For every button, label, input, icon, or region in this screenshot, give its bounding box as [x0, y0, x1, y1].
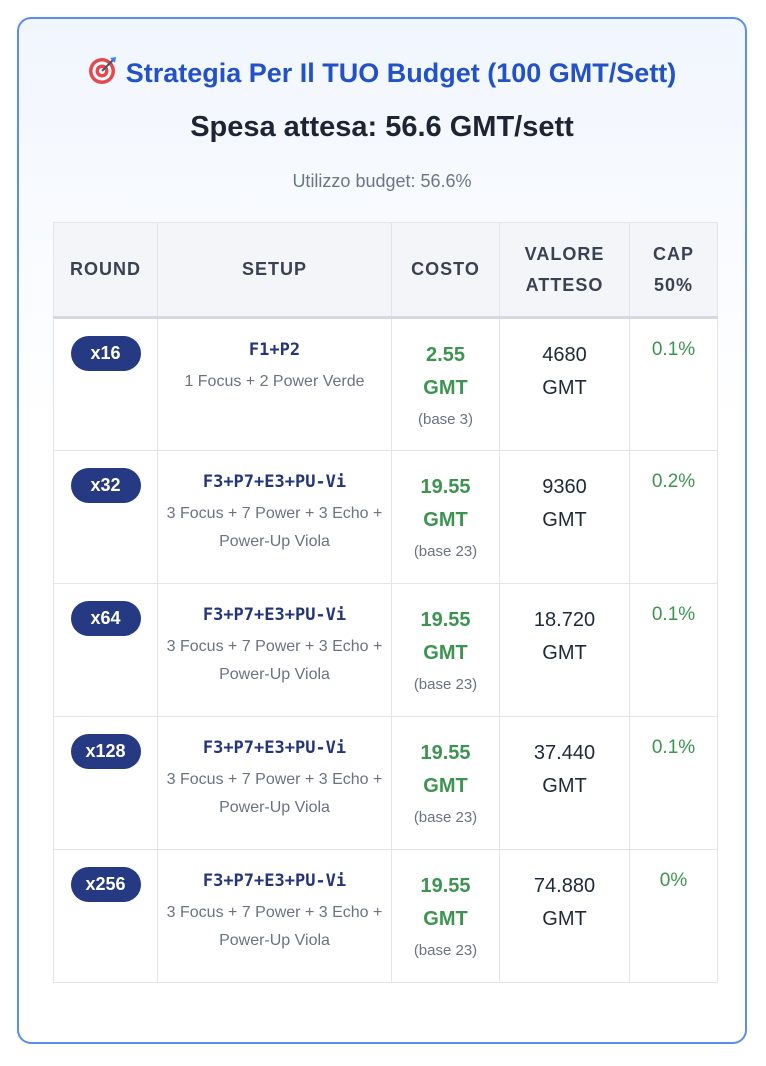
header-value-line2: ATTESO [525, 274, 604, 295]
round-badge: x16 [70, 336, 141, 371]
strategy-title: Strategia Per Il TUO Budget (100 GMT/Set… [19, 55, 745, 92]
header-expected-value: VALORE ATTESO [499, 222, 630, 319]
cost-unit: GMT [423, 908, 468, 930]
table-row: x256 F3+P7+E3+PU-Vi 3 Focus + 7 Power + 3… [53, 849, 718, 983]
setup-description: 3 Focus + 7 Power + 3 Echo + Power-Up Vi… [166, 904, 383, 949]
setup-description: 3 Focus + 7 Power + 3 Echo + Power-Up Vi… [166, 638, 383, 683]
expected-spend: Spesa attesa: 56.6 GMT/sett [190, 111, 574, 143]
cost-value: 2.55 [426, 344, 465, 366]
header-setup: SETUP [157, 222, 392, 319]
cost-unit: GMT [423, 775, 468, 797]
cost-base: (base 23) [413, 809, 478, 826]
strategy-card: Strategia Per Il TUO Budget (100 GMT/Set… [17, 17, 747, 1044]
cost-base: (base 23) [413, 543, 478, 560]
setup-code: F1+P2 [248, 340, 301, 360]
header-cap-line2: 50% [653, 274, 694, 295]
setup-description: 1 Focus + 2 Power Verde [184, 373, 365, 390]
cap-percent: 0.1% [651, 737, 696, 758]
expected-value: 9360 [542, 476, 587, 498]
table-row: x64 F3+P7+E3+PU-Vi 3 Focus + 7 Power + 3 … [53, 583, 718, 717]
round-badge: x256 [70, 867, 141, 902]
expected-value-unit: GMT [542, 775, 587, 797]
cost-unit: GMT [423, 509, 468, 531]
cost-value: 19.55 [420, 875, 471, 897]
table-row: x32 F3+P7+E3+PU-Vi 3 Focus + 7 Power + 3 … [53, 450, 718, 584]
expected-value: 4680 [542, 344, 587, 366]
expected-value-unit: GMT [542, 377, 587, 399]
cap-percent: 0% [659, 870, 688, 891]
setup-description: 3 Focus + 7 Power + 3 Echo + Power-Up Vi… [166, 771, 383, 816]
cost-unit: GMT [423, 377, 468, 399]
cost-value: 19.55 [420, 476, 471, 498]
cost-unit: GMT [423, 642, 468, 664]
expected-value: 18.720 [533, 609, 596, 631]
setup-description: 3 Focus + 7 Power + 3 Echo + Power-Up Vi… [166, 505, 383, 550]
round-badge: x32 [70, 468, 141, 503]
expected-value-unit: GMT [542, 642, 587, 664]
round-badge: x64 [70, 601, 141, 636]
expected-value: 37.440 [533, 742, 596, 764]
cost-base: (base 23) [413, 942, 478, 959]
cost-base: (base 23) [413, 676, 478, 693]
header-round: ROUND [53, 222, 158, 319]
expected-value-unit: GMT [542, 908, 587, 930]
expected-value: 74.880 [533, 875, 596, 897]
cost-value: 19.55 [420, 742, 471, 764]
cost-value: 19.55 [420, 609, 471, 631]
strategy-table: ROUND SETUP COSTO VALORE ATTESO CAP 50% x1… [53, 222, 718, 983]
cost-base: (base 3) [417, 411, 474, 428]
expected-value-unit: GMT [542, 509, 587, 531]
header-value-line1: VALORE [524, 243, 605, 264]
round-badge: x128 [70, 734, 141, 769]
table-row: x128 F3+P7+E3+PU-Vi 3 Focus + 7 Power + 3… [53, 716, 718, 850]
target-icon [88, 55, 118, 92]
setup-code: F3+P7+E3+PU-Vi [202, 738, 347, 758]
setup-code: F3+P7+E3+PU-Vi [202, 605, 347, 625]
header-cap-line1: CAP [652, 243, 694, 264]
header-cost: COSTO [391, 222, 500, 319]
title-text: Strategia Per Il TUO Budget (100 GMT/Set… [125, 58, 677, 88]
cap-percent: 0.2% [651, 471, 696, 492]
cap-percent: 0.1% [651, 339, 696, 360]
table-header-row: ROUND SETUP COSTO VALORE ATTESO CAP 50% [53, 222, 718, 319]
cap-percent: 0.1% [651, 604, 696, 625]
header-cap: CAP 50% [629, 222, 718, 319]
setup-code: F3+P7+E3+PU-Vi [202, 871, 347, 891]
table-row: x16 F1+P2 1 Focus + 2 Power Verde 2.55 GMT… [53, 317, 718, 451]
setup-code: F3+P7+E3+PU-Vi [202, 472, 347, 492]
budget-usage: Utilizzo budget: 56.6% [292, 171, 472, 191]
